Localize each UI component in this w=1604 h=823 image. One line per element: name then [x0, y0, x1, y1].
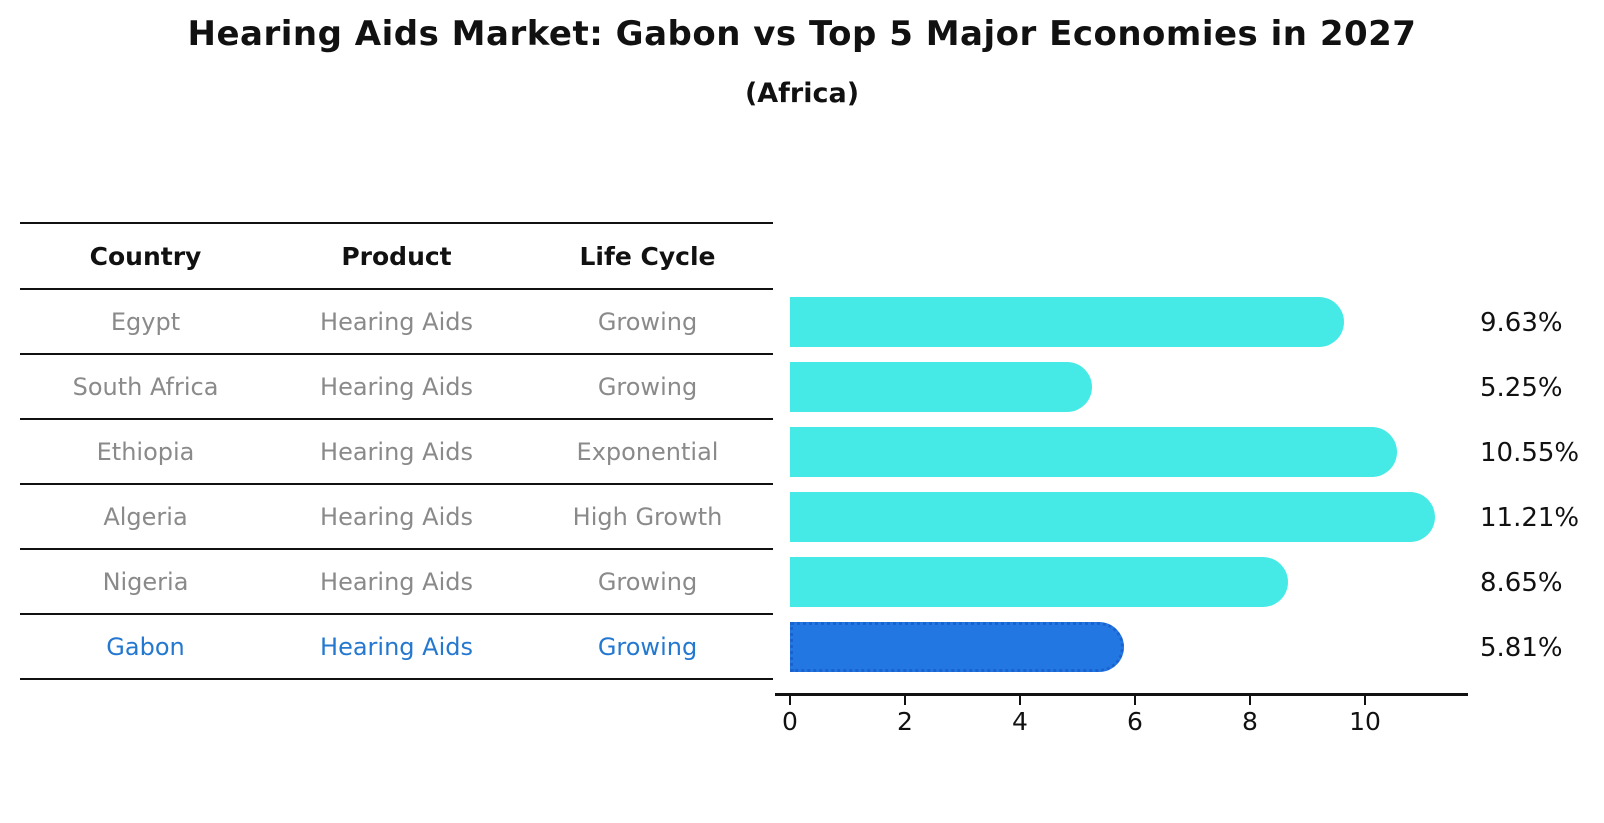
cell-life-cycle: Growing	[597, 307, 698, 336]
cell-life-cycle: Growing	[597, 567, 698, 596]
cell-product: Hearing Aids	[320, 567, 473, 596]
tick-label: 6	[1127, 707, 1143, 736]
tick-mark	[904, 696, 906, 705]
value-label-nigeria: 8.65%	[1480, 567, 1563, 598]
tick-mark	[1019, 696, 1021, 705]
table-row-ethiopia: Ethiopia Hearing Aids Exponential	[20, 420, 773, 485]
cell-country: Egypt	[110, 307, 181, 336]
tick-label: 8	[1242, 707, 1258, 736]
cell-country: Algeria	[103, 502, 188, 531]
tick-mark	[1134, 696, 1136, 705]
cell-life-cycle: Growing	[597, 372, 698, 401]
value-label-ethiopia: 10.55%	[1480, 437, 1580, 468]
cell-country: South Africa	[72, 372, 219, 401]
tick-label: 0	[782, 707, 798, 736]
cell-product: Hearing Aids	[320, 307, 473, 336]
table-row-algeria: Algeria Hearing Aids High Growth	[20, 485, 773, 550]
value-label-gabon: 5.81%	[1480, 632, 1563, 663]
cell-life-cycle: Growing	[597, 632, 698, 661]
cell-life-cycle: High Growth	[572, 502, 723, 531]
cell-country: Gabon	[106, 632, 185, 661]
country-table: Country Product Life Cycle Egypt Hearing…	[20, 222, 773, 680]
table-row-gabon: Gabon Hearing Aids Growing	[20, 615, 773, 680]
bar-ethiopia	[790, 427, 1397, 477]
tick-label: 10	[1349, 707, 1381, 736]
value-label-south-africa: 5.25%	[1480, 372, 1563, 403]
cell-country: Ethiopia	[96, 437, 195, 466]
tick-mark	[1249, 696, 1251, 705]
tick-label: 4	[1012, 707, 1028, 736]
bar-nigeria	[790, 557, 1288, 607]
table-row-egypt: Egypt Hearing Aids Growing	[20, 290, 773, 355]
bar-gabon-highlighted	[790, 622, 1124, 672]
cell-product: Hearing Aids	[320, 437, 473, 466]
value-label-algeria: 11.21%	[1480, 502, 1580, 533]
table-header-row: Country Product Life Cycle	[20, 224, 773, 290]
cell-product: Hearing Aids	[320, 372, 473, 401]
bar-algeria	[790, 492, 1435, 542]
chart-subtitle: (Africa)	[744, 78, 860, 109]
cell-life-cycle: Exponential	[576, 437, 719, 466]
table-row-south-africa: South Africa Hearing Aids Growing	[20, 355, 773, 420]
column-header-life-cycle: Life Cycle	[579, 241, 716, 271]
column-header-product: Product	[341, 241, 452, 271]
x-axis-line	[775, 693, 1468, 696]
table-row-nigeria: Nigeria Hearing Aids Growing	[20, 550, 773, 615]
bar-south-africa	[790, 362, 1092, 412]
tick-label: 2	[897, 707, 913, 736]
cell-product: Hearing Aids	[320, 502, 473, 531]
cell-country: Nigeria	[102, 567, 189, 596]
column-header-country: Country	[89, 241, 202, 271]
tick-mark	[1364, 696, 1366, 705]
tick-mark	[789, 696, 791, 705]
bar-egypt	[790, 297, 1344, 347]
value-label-egypt: 9.63%	[1480, 307, 1563, 338]
cell-product: Hearing Aids	[320, 632, 473, 661]
chart-title: Hearing Aids Market: Gabon vs Top 5 Majo…	[187, 14, 1417, 54]
